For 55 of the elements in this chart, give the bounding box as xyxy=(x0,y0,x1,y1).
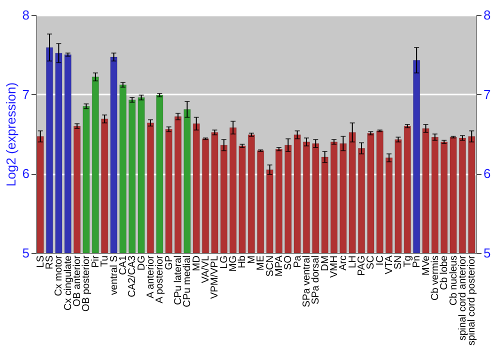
x-tick-label: Cx cingulate xyxy=(62,255,74,311)
y-tick-label: 7 xyxy=(22,86,30,102)
y2-tick-label: 8 xyxy=(484,8,491,22)
y-tick-label: 8 xyxy=(22,8,30,22)
x-tick-label: PAG xyxy=(356,255,368,276)
x-tick-label: VTA xyxy=(384,255,396,274)
y2-tick-label: 7 xyxy=(484,86,491,102)
x-tick-label: LS xyxy=(35,255,46,268)
x-tick-label: CPu medial xyxy=(182,256,194,308)
x-tick-label: Tu xyxy=(100,256,111,267)
x-tick-label: Arc xyxy=(338,256,350,270)
x-tick-label: Hb xyxy=(237,255,248,268)
x-tick-label: Pn xyxy=(412,256,423,268)
x-tick-label: Cx motor xyxy=(54,254,65,296)
y-tick-label: 5 xyxy=(22,246,30,260)
x-tick-label: SC xyxy=(366,256,377,270)
x-tick-label: RS xyxy=(44,255,56,270)
x-tick-label: A anterior xyxy=(145,254,156,298)
x-tick-label: SO xyxy=(283,255,294,270)
x-tick-label: Cb nucleus xyxy=(448,256,460,306)
x-tick-label: MD xyxy=(191,256,202,272)
x-tick-label: OB posterior xyxy=(81,254,92,312)
x-tick-label: CA2/CA3 xyxy=(127,255,138,298)
x-tick-label: LG xyxy=(218,255,230,269)
x-tick-label: spinal cord posterior xyxy=(466,254,478,346)
x-tick-label: Pa xyxy=(292,255,304,268)
x-tick-label: MPA xyxy=(274,255,285,276)
x-tick-label: SN xyxy=(393,256,404,270)
x-tick-label: ME xyxy=(256,255,267,270)
x-tick-label: Cb vermis xyxy=(430,256,441,301)
x-tick-label: LH xyxy=(347,256,358,268)
x-tick-label: Tg xyxy=(402,256,414,268)
x-tick-label: SPa ventral xyxy=(301,256,312,308)
x-tick-label: spinal cord anterior xyxy=(457,254,468,341)
x-tick-label: Pir xyxy=(90,254,102,268)
x-tick-label: VPM/VPL xyxy=(210,255,221,299)
x-tick-label: M xyxy=(246,256,258,264)
x-tick-label: MVe xyxy=(420,255,432,276)
x-tick-label: IC xyxy=(374,256,386,266)
y2-tick-label: 6 xyxy=(484,166,491,182)
x-tick-label: CPu lateral xyxy=(173,256,184,305)
x-tick-label: CA1 xyxy=(118,255,129,275)
x-tick-label: GP xyxy=(164,255,175,270)
x-tick-label: SCN xyxy=(264,256,276,277)
x-tick-label: ventral S xyxy=(108,255,120,295)
x-tick-label: SPa dorsal xyxy=(310,256,322,304)
y-axis-title: Log2 (expression) xyxy=(3,82,18,187)
x-tick-label: A posterior xyxy=(154,254,166,304)
x-tick-label: VMH xyxy=(329,256,340,278)
x-tick-label: DM xyxy=(320,256,331,272)
y2-tick-label: 5 xyxy=(484,246,491,260)
x-tick-label: OB anterior xyxy=(72,254,84,307)
x-tick-label: Cb lobe xyxy=(439,255,450,290)
y-tick-label: 6 xyxy=(22,166,30,182)
x-tick-label: DG xyxy=(136,255,148,270)
